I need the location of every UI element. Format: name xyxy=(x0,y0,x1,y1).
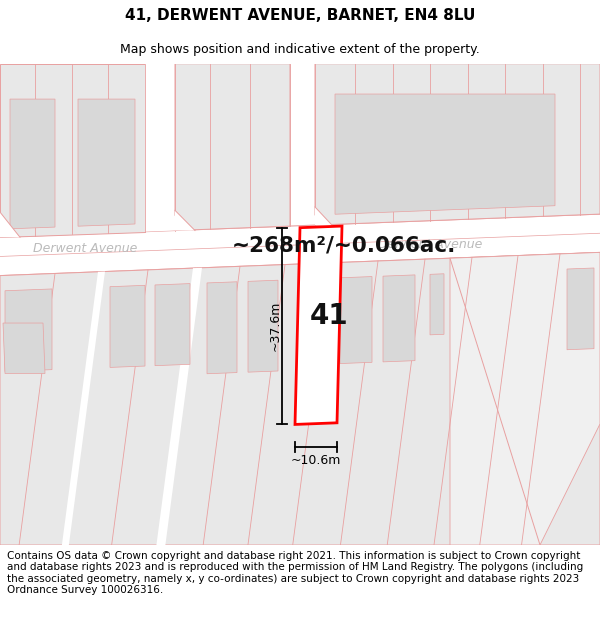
Polygon shape xyxy=(207,282,237,374)
Polygon shape xyxy=(0,253,600,545)
Polygon shape xyxy=(450,253,600,545)
Polygon shape xyxy=(145,64,175,232)
Polygon shape xyxy=(155,284,190,366)
Polygon shape xyxy=(175,211,195,231)
Text: 41, DERWENT AVENUE, BARNET, EN4 8LU: 41, DERWENT AVENUE, BARNET, EN4 8LU xyxy=(125,8,475,23)
Polygon shape xyxy=(3,323,45,374)
Polygon shape xyxy=(62,271,105,545)
Text: Derwent Avenue: Derwent Avenue xyxy=(378,238,482,251)
Polygon shape xyxy=(175,64,290,230)
Polygon shape xyxy=(0,214,600,276)
Polygon shape xyxy=(430,274,444,335)
Text: Derwent Avenue: Derwent Avenue xyxy=(33,242,137,254)
Polygon shape xyxy=(567,268,594,350)
Text: ~268m²/~0.066ac.: ~268m²/~0.066ac. xyxy=(232,235,457,255)
Polygon shape xyxy=(383,275,415,362)
Text: Map shows position and indicative extent of the property.: Map shows position and indicative extent… xyxy=(120,43,480,56)
Polygon shape xyxy=(0,64,145,238)
Text: Contains OS data © Crown copyright and database right 2021. This information is : Contains OS data © Crown copyright and d… xyxy=(7,551,583,596)
Polygon shape xyxy=(315,64,600,224)
Text: 41: 41 xyxy=(310,302,349,330)
Polygon shape xyxy=(0,212,20,238)
Polygon shape xyxy=(248,280,278,372)
Polygon shape xyxy=(110,286,145,368)
Polygon shape xyxy=(5,289,52,371)
Polygon shape xyxy=(78,99,135,226)
Polygon shape xyxy=(157,268,202,545)
Text: ~10.6m: ~10.6m xyxy=(291,454,341,468)
Polygon shape xyxy=(10,99,55,229)
Text: ~37.6m: ~37.6m xyxy=(269,301,281,351)
Polygon shape xyxy=(335,94,555,214)
Polygon shape xyxy=(295,226,342,424)
Polygon shape xyxy=(315,207,332,225)
Polygon shape xyxy=(340,276,372,364)
